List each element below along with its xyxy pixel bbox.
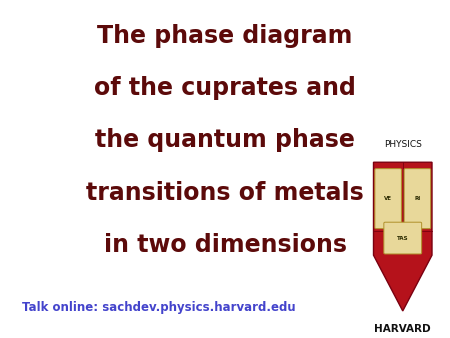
Text: TAS: TAS: [397, 236, 409, 241]
Text: HARVARD: HARVARD: [374, 324, 431, 335]
Text: VE: VE: [384, 196, 392, 201]
Text: Talk online: sachdev.physics.harvard.edu: Talk online: sachdev.physics.harvard.edu: [22, 301, 296, 314]
Text: PHYSICS: PHYSICS: [384, 140, 422, 149]
Text: of the cuprates and: of the cuprates and: [94, 76, 356, 100]
Text: transitions of metals: transitions of metals: [86, 181, 364, 205]
Text: The phase diagram: The phase diagram: [97, 24, 353, 48]
Text: RI: RI: [414, 196, 420, 201]
Text: in two dimensions: in two dimensions: [104, 233, 346, 257]
FancyBboxPatch shape: [404, 169, 431, 229]
Polygon shape: [374, 162, 432, 311]
FancyBboxPatch shape: [375, 169, 401, 229]
FancyBboxPatch shape: [384, 222, 422, 254]
Text: the quantum phase: the quantum phase: [95, 128, 355, 152]
